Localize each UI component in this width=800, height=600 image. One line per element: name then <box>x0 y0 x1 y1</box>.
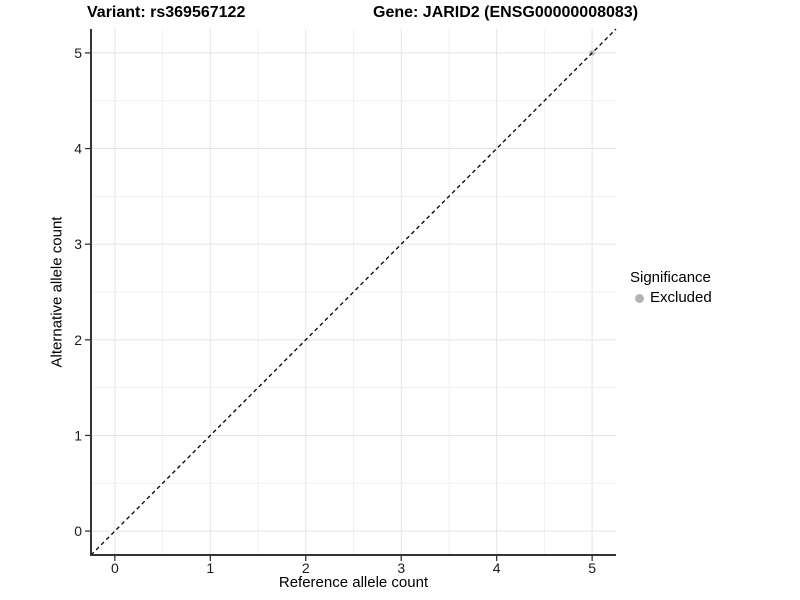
x-tick-label: 0 <box>111 560 119 576</box>
x-tick-labels: 0 1 2 3 4 5 <box>111 560 596 576</box>
grid-major <box>91 29 616 555</box>
x-tick-label: 2 <box>302 560 310 576</box>
y-tick-label: 4 <box>74 141 82 157</box>
y-tick-label: 2 <box>74 332 82 348</box>
legend: Significance Excluded <box>628 268 712 308</box>
y-tick-label: 3 <box>74 236 82 252</box>
x-tick-label: 5 <box>588 560 596 576</box>
legend-item-excluded: Excluded <box>628 288 712 308</box>
legend-title: Significance <box>630 269 711 286</box>
x-axis-title: Reference allele count <box>278 574 429 591</box>
tick-marks <box>85 52 593 561</box>
grid-minor <box>91 29 616 555</box>
legend-point-swatch-icon <box>635 293 644 303</box>
y-tick-label: 0 <box>74 523 82 539</box>
x-tick-label: 4 <box>493 560 501 576</box>
x-tick-label: 3 <box>397 560 405 576</box>
plot-title-variant: Variant: rs369567122 <box>87 4 246 21</box>
axis-lines <box>90 29 616 556</box>
legend-item-label: Excluded <box>650 289 712 306</box>
y-tick-labels: 0 1 2 3 4 5 <box>74 45 82 539</box>
y-axis-title: Alternative allele count <box>48 216 66 368</box>
x-tick-label: 1 <box>206 560 214 576</box>
y-tick-label: 1 <box>74 427 82 443</box>
identity-line <box>90 28 617 556</box>
y-tick-label: 5 <box>74 45 82 61</box>
plot-title-gene: Gene: JARID2 (ENSG00000008083) <box>373 4 639 21</box>
